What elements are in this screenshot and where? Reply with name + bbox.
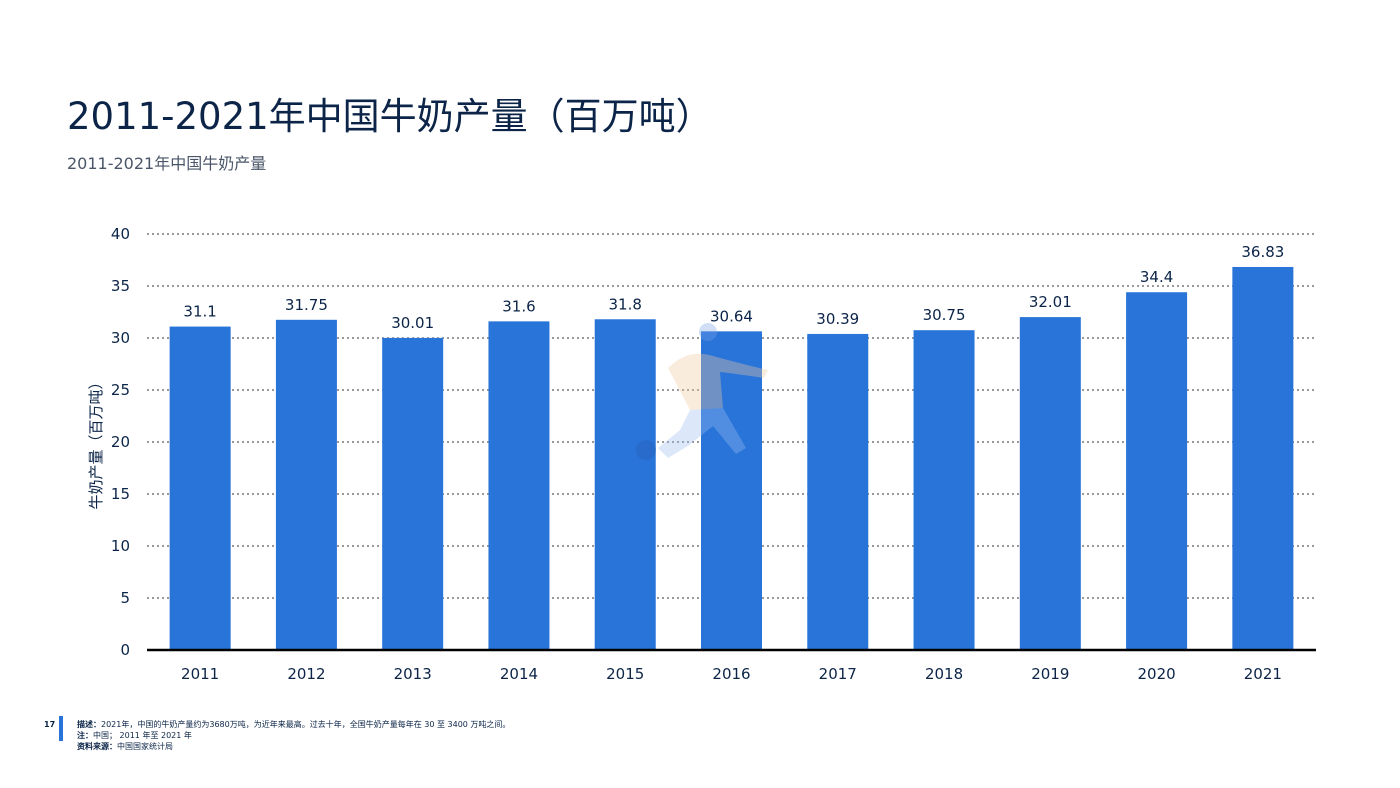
y-tick-label: 25 [111,381,130,399]
page-title: 2011-2021年中国牛奶产量（百万吨） [67,95,713,138]
bar-2017 [807,333,869,650]
data-label: 30.39 [816,310,859,328]
data-label: 30.64 [710,307,753,325]
data-label: 36.83 [1241,243,1284,261]
bar-2013 [382,337,444,650]
footer-notes: 描述：2021年，中国的牛奶产量约为3680万吨，为近年来最高。过去十年，全国牛… [77,719,510,752]
data-labels: 31.1 31.75 30.01 31.6 31.8 30.64 30.39 30.75 32.… [183,243,1284,332]
data-label: 34.4 [1140,268,1173,286]
data-label: 31.75 [285,296,328,314]
y-axis-label: 牛奶产量（百万吨） [87,374,105,509]
y-tick-label: 30 [111,329,130,347]
data-label: 30.75 [923,306,966,324]
y-tick-label: 5 [120,589,130,607]
bar-2011 [169,326,231,650]
x-tick-label: 2016 [712,665,750,683]
x-tick-label: 2018 [925,665,963,683]
y-tick-label: 20 [111,433,130,451]
x-tick-label: 2017 [819,665,857,683]
y-tick-label: 40 [111,225,130,243]
description-line: 描述：2021年，中国的牛奶产量约为3680万吨，为近年来最高。过去十年，全国牛… [77,720,511,729]
y-tick-label: 15 [111,485,130,503]
bar-2016 [701,331,762,650]
data-label: 31.6 [502,297,535,315]
x-tick-label: 2021 [1244,665,1282,683]
bar-2014 [488,321,550,650]
y-axis-ticks: 0 5 10 15 20 25 30 35 40 [111,225,130,659]
bar-2019 [1019,317,1081,650]
x-tick-label: 2011 [181,665,219,683]
footer-accent-bar [59,716,63,741]
page-subtitle: 2011-2021年中国牛奶产量 [67,154,267,173]
bars [169,266,1294,650]
bar-2020 [1126,292,1188,650]
source-line: 资料来源：中国国家统计局 [77,742,173,751]
page-number: 17 [44,720,56,729]
x-tick-label: 2012 [287,665,325,683]
footer: 17 描述：2021年，中国的牛奶产量约为3680万吨，为近年来最高。过去十年，… [0,716,1400,756]
x-tick-label: 2020 [1137,665,1175,683]
y-tick-label: 35 [111,277,130,295]
data-label: 31.8 [609,295,642,313]
runner-watermark-icon [636,323,768,460]
note-line: 注：中国； 2011 年至 2021 年 [77,731,192,740]
x-tick-label: 2019 [1031,665,1069,683]
bar-2018 [913,330,975,650]
bar-2021 [1232,266,1294,650]
data-label: 30.01 [391,314,434,332]
data-label: 32.01 [1029,293,1072,311]
bar-2012 [275,319,337,650]
data-label: 31.1 [183,303,216,321]
y-tick-label: 0 [120,641,130,659]
x-axis-ticks: 2011 2012 2013 2014 2015 2016 2017 2018 2019 2020… [181,665,1282,683]
bar-2015 [594,319,656,650]
x-tick-label: 2015 [606,665,644,683]
x-tick-label: 2014 [500,665,538,683]
y-tick-label: 10 [111,537,130,555]
x-tick-label: 2013 [394,665,432,683]
